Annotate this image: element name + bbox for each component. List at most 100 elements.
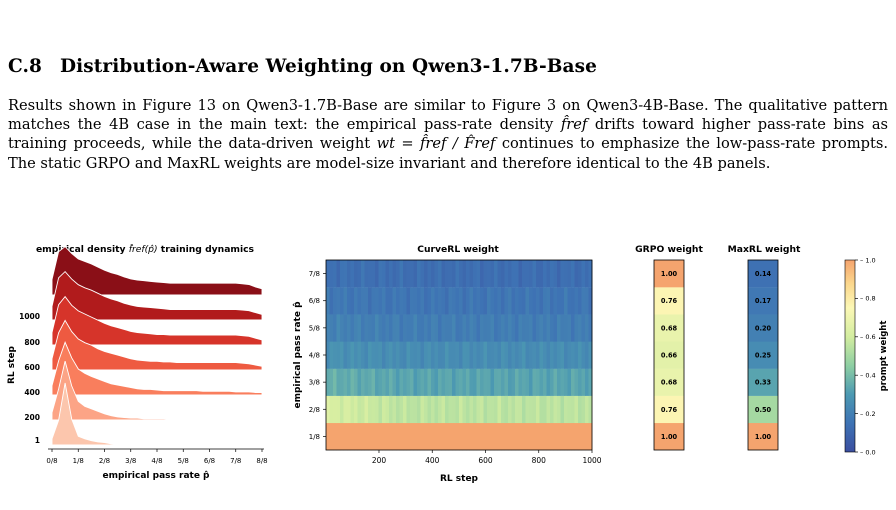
curverl-cell (473, 287, 477, 315)
curverl-cell (536, 260, 540, 288)
curverl-cell (417, 395, 421, 424)
curverl-cell (494, 368, 498, 396)
maxrl-cells-cell (748, 422, 778, 451)
colorbar-ticks: – 0.0 – 0.2 – 0.4 – 0.6 – 0.8 – 1.0 (855, 256, 876, 456)
curverl-cell (497, 287, 502, 315)
curverl-cell (501, 368, 505, 396)
curverl-cell (581, 341, 586, 369)
curverl-cell (550, 314, 554, 342)
math-fref: f̂ref (560, 116, 588, 134)
curverl-cell (504, 395, 509, 424)
curverl-cell (476, 422, 481, 451)
curverl-cell (385, 341, 390, 369)
curverl-cell (501, 314, 505, 342)
curverl-cell (518, 368, 523, 396)
curverl-cell (571, 287, 575, 315)
curverl-cell (448, 314, 453, 342)
curverl-cell (473, 341, 477, 369)
curverl-cell (410, 422, 414, 451)
curverl-cell (557, 368, 561, 396)
curverl-cell (343, 314, 348, 342)
curverl-cell (511, 395, 516, 424)
curverl-cell (452, 314, 456, 342)
curverl-cell (536, 314, 540, 342)
section-number: C.8 (8, 56, 43, 77)
colorbar-gradient (844, 259, 856, 453)
curverl-cell (522, 368, 526, 396)
curverl-y-tick-label: 2/8 (309, 406, 320, 414)
ridge-0 (51, 382, 262, 446)
curverl-cell (417, 314, 421, 342)
maxrl-title: MaxRL weight (728, 244, 801, 255)
grpo-column: 1.00 0.76 0.68 0.66 0.68 0.76 1.00 (654, 260, 684, 451)
curverl-y-tick-label: 6/8 (309, 297, 320, 305)
curverl-cell (438, 341, 442, 369)
curverl-panel: CurveRL weight 1/8 2/8 3/8 4/8 5/8 6/8 7/8 200… (292, 244, 602, 484)
curverl-cell (588, 368, 593, 396)
curverl-cell (396, 287, 400, 315)
curverl-cell (368, 368, 372, 396)
grpo-cells-cell (654, 422, 684, 451)
paragraph-sentence-1: Results shown in Figure 13 on Qwen3-1.7B… (8, 97, 888, 134)
curverl-cell (459, 395, 463, 424)
curverl-cell (459, 260, 463, 288)
curverl-cell (382, 422, 386, 451)
curverl-cell (455, 287, 460, 315)
curverl-cell (480, 260, 484, 288)
curverl-y-tick-label: 1/8 (309, 433, 320, 441)
curverl-cell (480, 368, 484, 396)
colorbar-tick-label: – 0.4 (860, 372, 876, 380)
curverl-cell (445, 395, 449, 424)
colorbar-tick-label: – 0.6 (860, 333, 876, 341)
curverl-cell (578, 260, 582, 288)
curverl-cell (585, 395, 589, 424)
curverl-cell (480, 314, 484, 342)
curverl-cell (448, 287, 453, 315)
curverl-cell (336, 368, 341, 396)
curverl-cell (326, 341, 330, 369)
grpo-cells-label: 1.00 (661, 270, 678, 278)
curverl-cell (378, 287, 383, 315)
curverl-cell (522, 314, 526, 342)
curverl-cell (473, 422, 477, 451)
curverl-cell (466, 314, 470, 342)
curverl-cell (347, 287, 351, 315)
curverl-cell (368, 395, 372, 424)
curverl-cell (371, 287, 376, 315)
curverl-cell (406, 287, 411, 315)
ridge-y-tick-label: 400 (24, 388, 40, 397)
curverl-cell (389, 287, 393, 315)
curverl-cell (466, 341, 470, 369)
maxrl-cells-label: 0.33 (755, 379, 772, 387)
curverl-cell (445, 341, 449, 369)
curverl-cell (469, 341, 474, 369)
ridge-4 (51, 295, 263, 346)
curverl-cell (385, 314, 390, 342)
curverl-cell (371, 422, 376, 451)
curverl-cell (553, 368, 558, 396)
curverl-cell (536, 341, 540, 369)
curverl-cell (494, 260, 498, 288)
curverl-cell (396, 368, 400, 396)
curverl-cell (588, 314, 593, 342)
curverl-cell (522, 341, 526, 369)
curverl-cell (546, 287, 551, 315)
curverl-cell (476, 314, 481, 342)
curverl-cell (424, 422, 428, 451)
curverl-cell (581, 287, 586, 315)
curverl-cell (574, 341, 579, 369)
maxrl-cells-cell (748, 260, 778, 288)
curverl-cell (406, 314, 411, 342)
curverl-cell (424, 395, 428, 424)
curverl-cell (574, 260, 579, 288)
curverl-cell (515, 341, 519, 369)
curverl-cell (532, 395, 537, 424)
curverl-cell (350, 341, 355, 369)
curverl-cell (578, 395, 582, 424)
curverl-cell (574, 422, 579, 451)
ridge-y-tick-label: 800 (24, 338, 40, 347)
curverl-cell (560, 260, 565, 288)
curverl-cell (389, 314, 393, 342)
curverl-cell (494, 341, 498, 369)
curverl-cell (431, 395, 435, 424)
